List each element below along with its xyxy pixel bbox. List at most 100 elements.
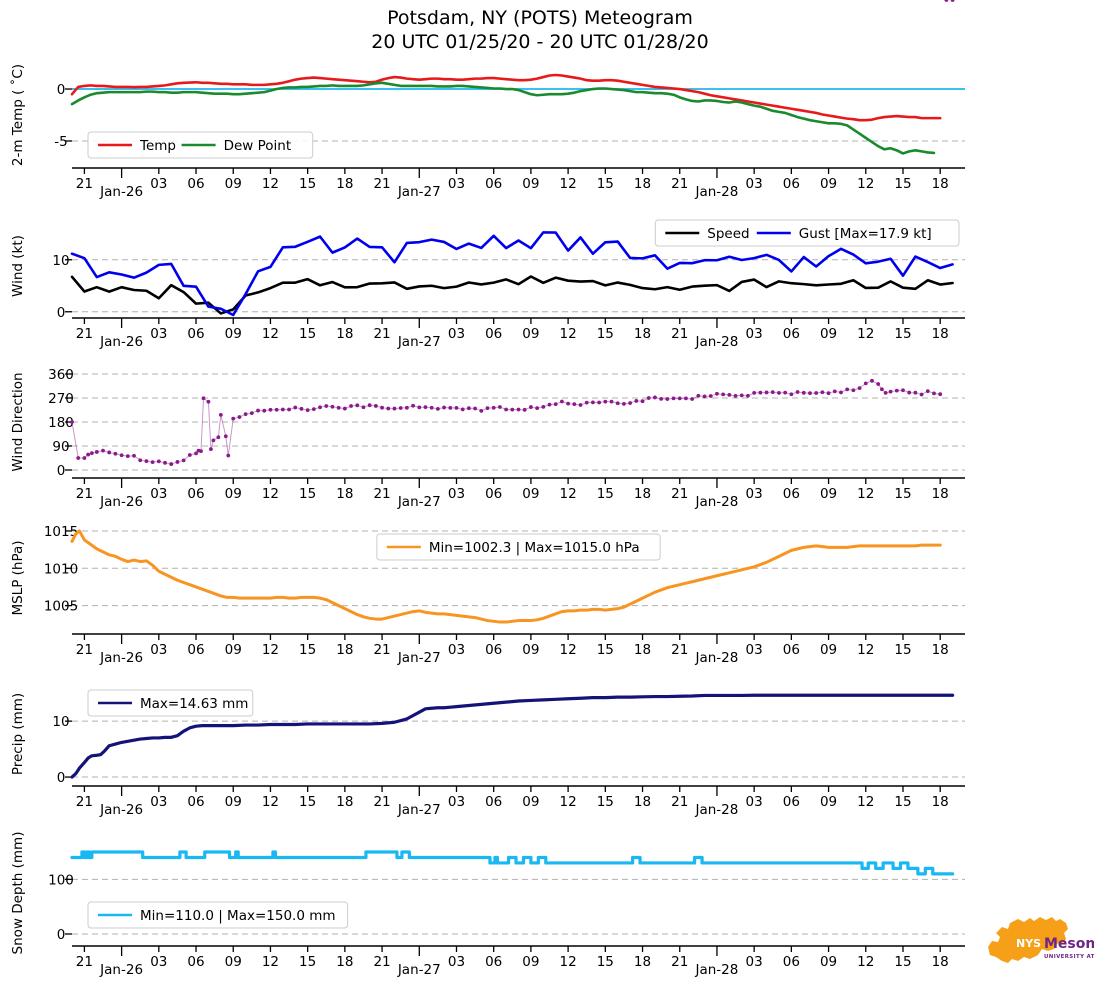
y-axis-label: 2-m Temp ( ˚C) <box>9 64 26 166</box>
x-hour-label: 06 <box>783 486 800 502</box>
data-point <box>466 406 471 411</box>
x-hour-label: 12 <box>560 486 577 502</box>
x-hour-label: 09 <box>522 642 539 658</box>
new-york-state-shape <box>988 917 1068 963</box>
x-day-label: Jan-26 <box>99 334 143 350</box>
data-point <box>591 400 595 405</box>
data-point <box>597 400 602 405</box>
x-day-label: Jan-26 <box>99 184 143 200</box>
x-hour-label: 09 <box>225 794 242 810</box>
data-point <box>832 389 837 394</box>
legend-label: Temp <box>139 138 176 154</box>
x-hour-label: 09 <box>225 176 242 192</box>
x-hour-label: 21 <box>671 794 688 810</box>
x-hour-label: 06 <box>783 954 800 970</box>
data-point <box>223 434 228 439</box>
data-point <box>839 390 843 395</box>
x-hour-label: 03 <box>746 486 763 502</box>
x-hour-label: 21 <box>671 486 688 502</box>
legend-precip: Max=14.63 mm <box>87 689 254 717</box>
x-hour-label: 12 <box>262 954 279 970</box>
x-hour-label: 06 <box>187 794 204 810</box>
series-wind-direction <box>70 0 955 466</box>
x-day-label: Jan-28 <box>695 184 739 200</box>
x-hour-label: 12 <box>857 486 874 502</box>
x-hour-label: 18 <box>336 176 353 192</box>
figure-title-line1: Potsdam, NY (POTS) Meteogram <box>387 7 693 29</box>
x-hour-label: 18 <box>634 954 651 970</box>
x-day-label: Jan-27 <box>397 184 441 200</box>
data-point <box>82 456 87 460</box>
data-point <box>287 407 291 412</box>
data-point <box>820 390 825 395</box>
x-hour-label: 03 <box>746 794 763 810</box>
x-hour-label: 06 <box>783 794 800 810</box>
series-speed <box>70 275 954 315</box>
data-point <box>522 407 527 412</box>
x-hour-label: 09 <box>820 954 837 970</box>
legend-label: Max=14.63 mm <box>140 696 248 712</box>
x-day-label: Jan-28 <box>695 650 739 666</box>
x-hour-label: 21 <box>373 954 390 970</box>
data-point <box>293 405 298 410</box>
x-day-label: Jan-28 <box>695 962 739 978</box>
logo-nys-text: NYS <box>1016 937 1041 950</box>
data-point <box>640 399 645 404</box>
x-hour-label: 15 <box>299 794 316 810</box>
data-point <box>795 390 800 394</box>
data-point <box>479 408 484 413</box>
x-hour-label: 09 <box>225 486 242 502</box>
x-hour-label: 06 <box>783 642 800 658</box>
legend-box <box>87 901 349 929</box>
data-point <box>435 406 440 411</box>
data-point <box>634 399 639 403</box>
data-point <box>454 405 459 410</box>
data-point <box>324 404 329 408</box>
data-point <box>386 406 391 411</box>
data-point <box>187 453 192 457</box>
data-point <box>901 388 905 393</box>
x-hour-label: 21 <box>373 794 390 810</box>
data-point <box>560 399 564 404</box>
data-point <box>101 448 105 453</box>
x-hour-label: 09 <box>820 486 837 502</box>
x-hour-label: 06 <box>783 176 800 192</box>
x-hour-label: 03 <box>448 176 465 192</box>
data-point <box>144 459 149 464</box>
x-hour-label: 12 <box>560 794 577 810</box>
x-hour-label: 21 <box>671 642 688 658</box>
data-point <box>156 459 161 464</box>
x-hour-label: 21 <box>76 176 93 192</box>
data-point <box>504 407 508 412</box>
data-point <box>764 390 769 395</box>
panel-snow_depth: 0 100 Snow Depth (mm) 21 Jan-26 03 06 09 12 15 18 2… <box>10 832 965 978</box>
data-point <box>826 391 831 396</box>
series-precip <box>70 693 955 779</box>
x-hour-label: 21 <box>671 176 688 192</box>
data-point <box>950 0 955 2</box>
x-hour-label: 09 <box>820 642 837 658</box>
x-hour-label: 15 <box>299 326 316 342</box>
y-tick-label: 1010 <box>44 561 78 577</box>
x-hour-label: 09 <box>820 326 837 342</box>
x-hour-label: 15 <box>299 486 316 502</box>
x-day-label: Jan-26 <box>99 962 143 978</box>
data-point <box>677 396 682 401</box>
data-point <box>163 460 167 465</box>
x-hour-label: 03 <box>150 642 167 658</box>
x-hour-label: 18 <box>336 642 353 658</box>
data-point <box>311 407 316 412</box>
y-tick-label: 360 <box>48 367 74 383</box>
y-tick-label: 0 <box>57 927 66 943</box>
data-point <box>70 420 74 424</box>
x-hour-label: 06 <box>187 326 204 342</box>
data-point <box>721 392 726 397</box>
data-point <box>665 397 670 401</box>
panel-wind: 0 10 Wind (kt) 21 Jan-26 03 06 09 12 15 18 21 Jan-27… <box>10 219 965 350</box>
data-point <box>758 390 763 395</box>
x-hour-label: 06 <box>187 642 204 658</box>
x-hour-label: 03 <box>150 954 167 970</box>
x-hour-label: 03 <box>746 176 763 192</box>
data-point <box>708 394 713 398</box>
